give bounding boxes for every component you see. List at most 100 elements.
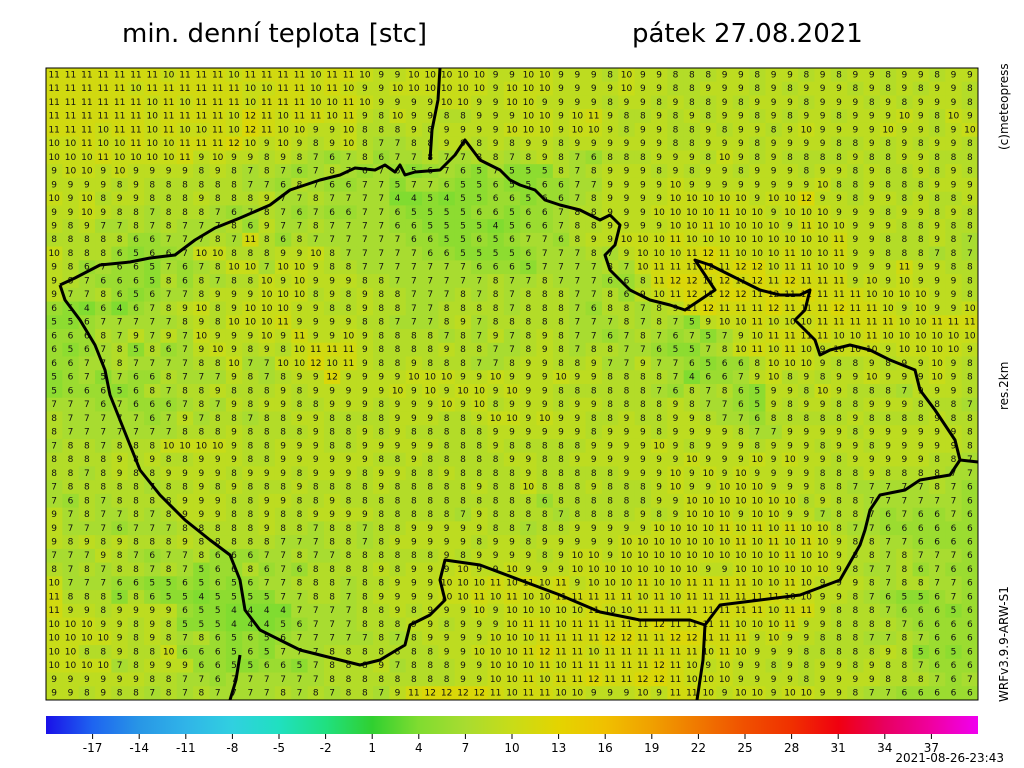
temperature-label: 9 <box>51 290 57 300</box>
temperature-label: 9 <box>902 139 908 149</box>
temperature-label: 8 <box>869 441 875 451</box>
temperature-label: 9 <box>951 359 957 369</box>
temperature-label: 9 <box>542 565 548 575</box>
temperature-cell <box>896 95 914 110</box>
temperature-label: 8 <box>166 180 172 190</box>
temperature-label: 8 <box>951 400 957 410</box>
temperature-label: 8 <box>444 414 450 424</box>
temperature-label: 9 <box>542 400 548 410</box>
temperature-label: 9 <box>558 551 564 561</box>
temperature-label: 10 <box>147 112 159 122</box>
temperature-cell <box>225 122 243 138</box>
temperature-label: 8 <box>264 153 270 163</box>
temperature-label: 8 <box>869 579 875 589</box>
temperature-label: 11 <box>702 592 713 602</box>
temperature-label: 9 <box>51 167 57 177</box>
temperature-label: 8 <box>215 194 221 204</box>
temperature-label: 7 <box>591 276 597 286</box>
temperature-cell <box>144 95 161 110</box>
temperature-label: 11 <box>866 318 877 328</box>
temperature-label: 6 <box>264 565 270 575</box>
temperature-cell <box>438 68 456 83</box>
temperature-cell <box>961 122 979 138</box>
temperature-cell <box>307 122 325 138</box>
temperature-label: 8 <box>133 538 139 548</box>
temperature-label: 8 <box>166 455 172 465</box>
temperature-label: 9 <box>329 318 335 328</box>
temperature-label: 8 <box>149 386 155 396</box>
temperature-label: 7 <box>460 276 466 286</box>
temperature-label: 8 <box>395 496 401 506</box>
temperature-label: 9 <box>280 331 286 341</box>
temperature-label: 10 <box>425 373 437 383</box>
temperature-label: 8 <box>51 455 57 465</box>
temperature-label: 8 <box>264 249 270 259</box>
temperature-label: 7 <box>738 414 744 424</box>
temperature-label: 5 <box>427 208 433 218</box>
temperature-label: 8 <box>313 565 319 575</box>
temperature-label: 8 <box>231 469 237 479</box>
temperature-label: 9 <box>705 428 711 438</box>
temperature-label: 10 <box>572 112 584 122</box>
temperature-label: 6 <box>427 249 433 259</box>
temperature-label: 8 <box>787 373 793 383</box>
temperature-label: 5 <box>231 592 237 602</box>
temperature-label: 9 <box>754 373 760 383</box>
temperature-label: 5 <box>427 194 433 204</box>
temperature-label: 8 <box>427 551 433 561</box>
temperature-label: 9 <box>951 386 957 396</box>
temperature-label: 7 <box>885 565 891 575</box>
temperature-label: 9 <box>771 400 777 410</box>
temperature-label: 9 <box>853 414 859 424</box>
temperature-label: 11 <box>964 318 975 328</box>
temperature-label: 10 <box>523 125 535 135</box>
temperature-cell <box>634 68 652 83</box>
temperature-label: 8 <box>525 345 531 355</box>
temperature-cell <box>700 150 717 165</box>
temperature-label: 10 <box>670 249 682 259</box>
temperature-label: 7 <box>411 180 417 190</box>
temperature-label: 8 <box>329 483 335 493</box>
temperature-label: 8 <box>411 483 417 493</box>
temperature-label: 11 <box>48 112 59 122</box>
temperature-label: 7 <box>444 331 450 341</box>
temperature-label: 9 <box>656 70 662 80</box>
temperature-label: 8 <box>133 208 139 218</box>
temperature-label: 6 <box>493 194 499 204</box>
temperature-label: 10 <box>670 483 682 493</box>
temperature-label: 12 <box>784 276 795 286</box>
temperature-label: 5 <box>198 606 204 616</box>
temperature-label: 10 <box>179 125 191 135</box>
temperature-label: 8 <box>395 331 401 341</box>
temperature-label: 8 <box>542 276 548 286</box>
temperature-label: 8 <box>493 290 499 300</box>
temperature-label: 7 <box>460 153 466 163</box>
temperature-label: 9 <box>313 373 319 383</box>
temperature-label: 8 <box>575 222 581 232</box>
temperature-label: 8 <box>411 331 417 341</box>
temperature-label: 11 <box>686 263 697 273</box>
temperature-label: 8 <box>869 386 875 396</box>
temperature-label: 9 <box>738 125 744 135</box>
temperature-cell <box>373 68 390 83</box>
temperature-label: 5 <box>754 400 760 410</box>
temperature-label: 6 <box>84 345 90 355</box>
temperature-label: 8 <box>297 235 303 245</box>
temperature-label: 6 <box>967 538 973 548</box>
temperature-label: 8 <box>640 276 646 286</box>
temperature-label: 8 <box>248 373 254 383</box>
temperature-label: 10 <box>474 579 486 589</box>
temperature-label: 9 <box>395 592 401 602</box>
temperature-label: 10 <box>621 235 633 245</box>
temperature-label: 8 <box>149 469 155 479</box>
temperature-label: 11 <box>817 290 828 300</box>
temperature-label: 6 <box>133 235 139 245</box>
temperature-label: 11 <box>719 524 730 534</box>
temperature-label: 8 <box>967 414 973 424</box>
temperature-label: 8 <box>689 167 695 177</box>
temperature-label: 10 <box>686 538 698 548</box>
temperature-label: 10 <box>735 222 747 232</box>
temperature-label: 12 <box>735 263 746 273</box>
temperature-label: 7 <box>280 579 286 589</box>
temperature-cell <box>520 164 538 179</box>
